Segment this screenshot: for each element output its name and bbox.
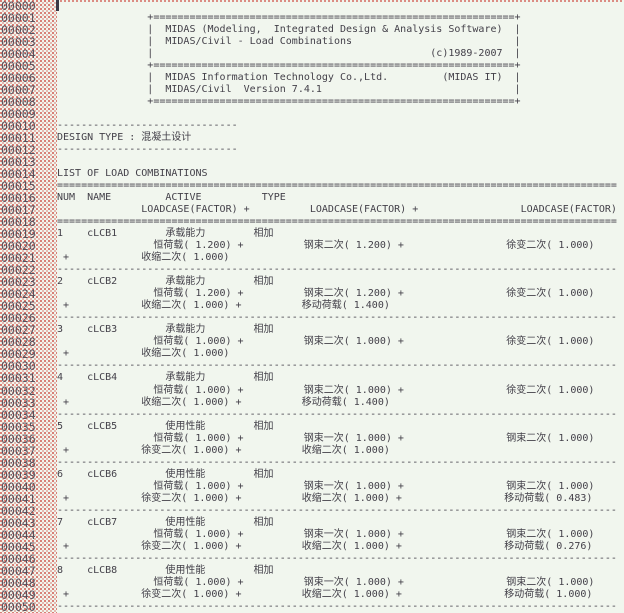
document-text[interactable]: +=======================================… [57, 12, 617, 612]
line-number-gutter: 00000 00001 00002 00003 00004 00005 0000… [0, 0, 57, 613]
text-cursor [56, 0, 59, 11]
line-numbers: 00000 00001 00002 00003 00004 00005 0000… [1, 0, 36, 613]
window-top-edge-dots [0, 0, 624, 2]
